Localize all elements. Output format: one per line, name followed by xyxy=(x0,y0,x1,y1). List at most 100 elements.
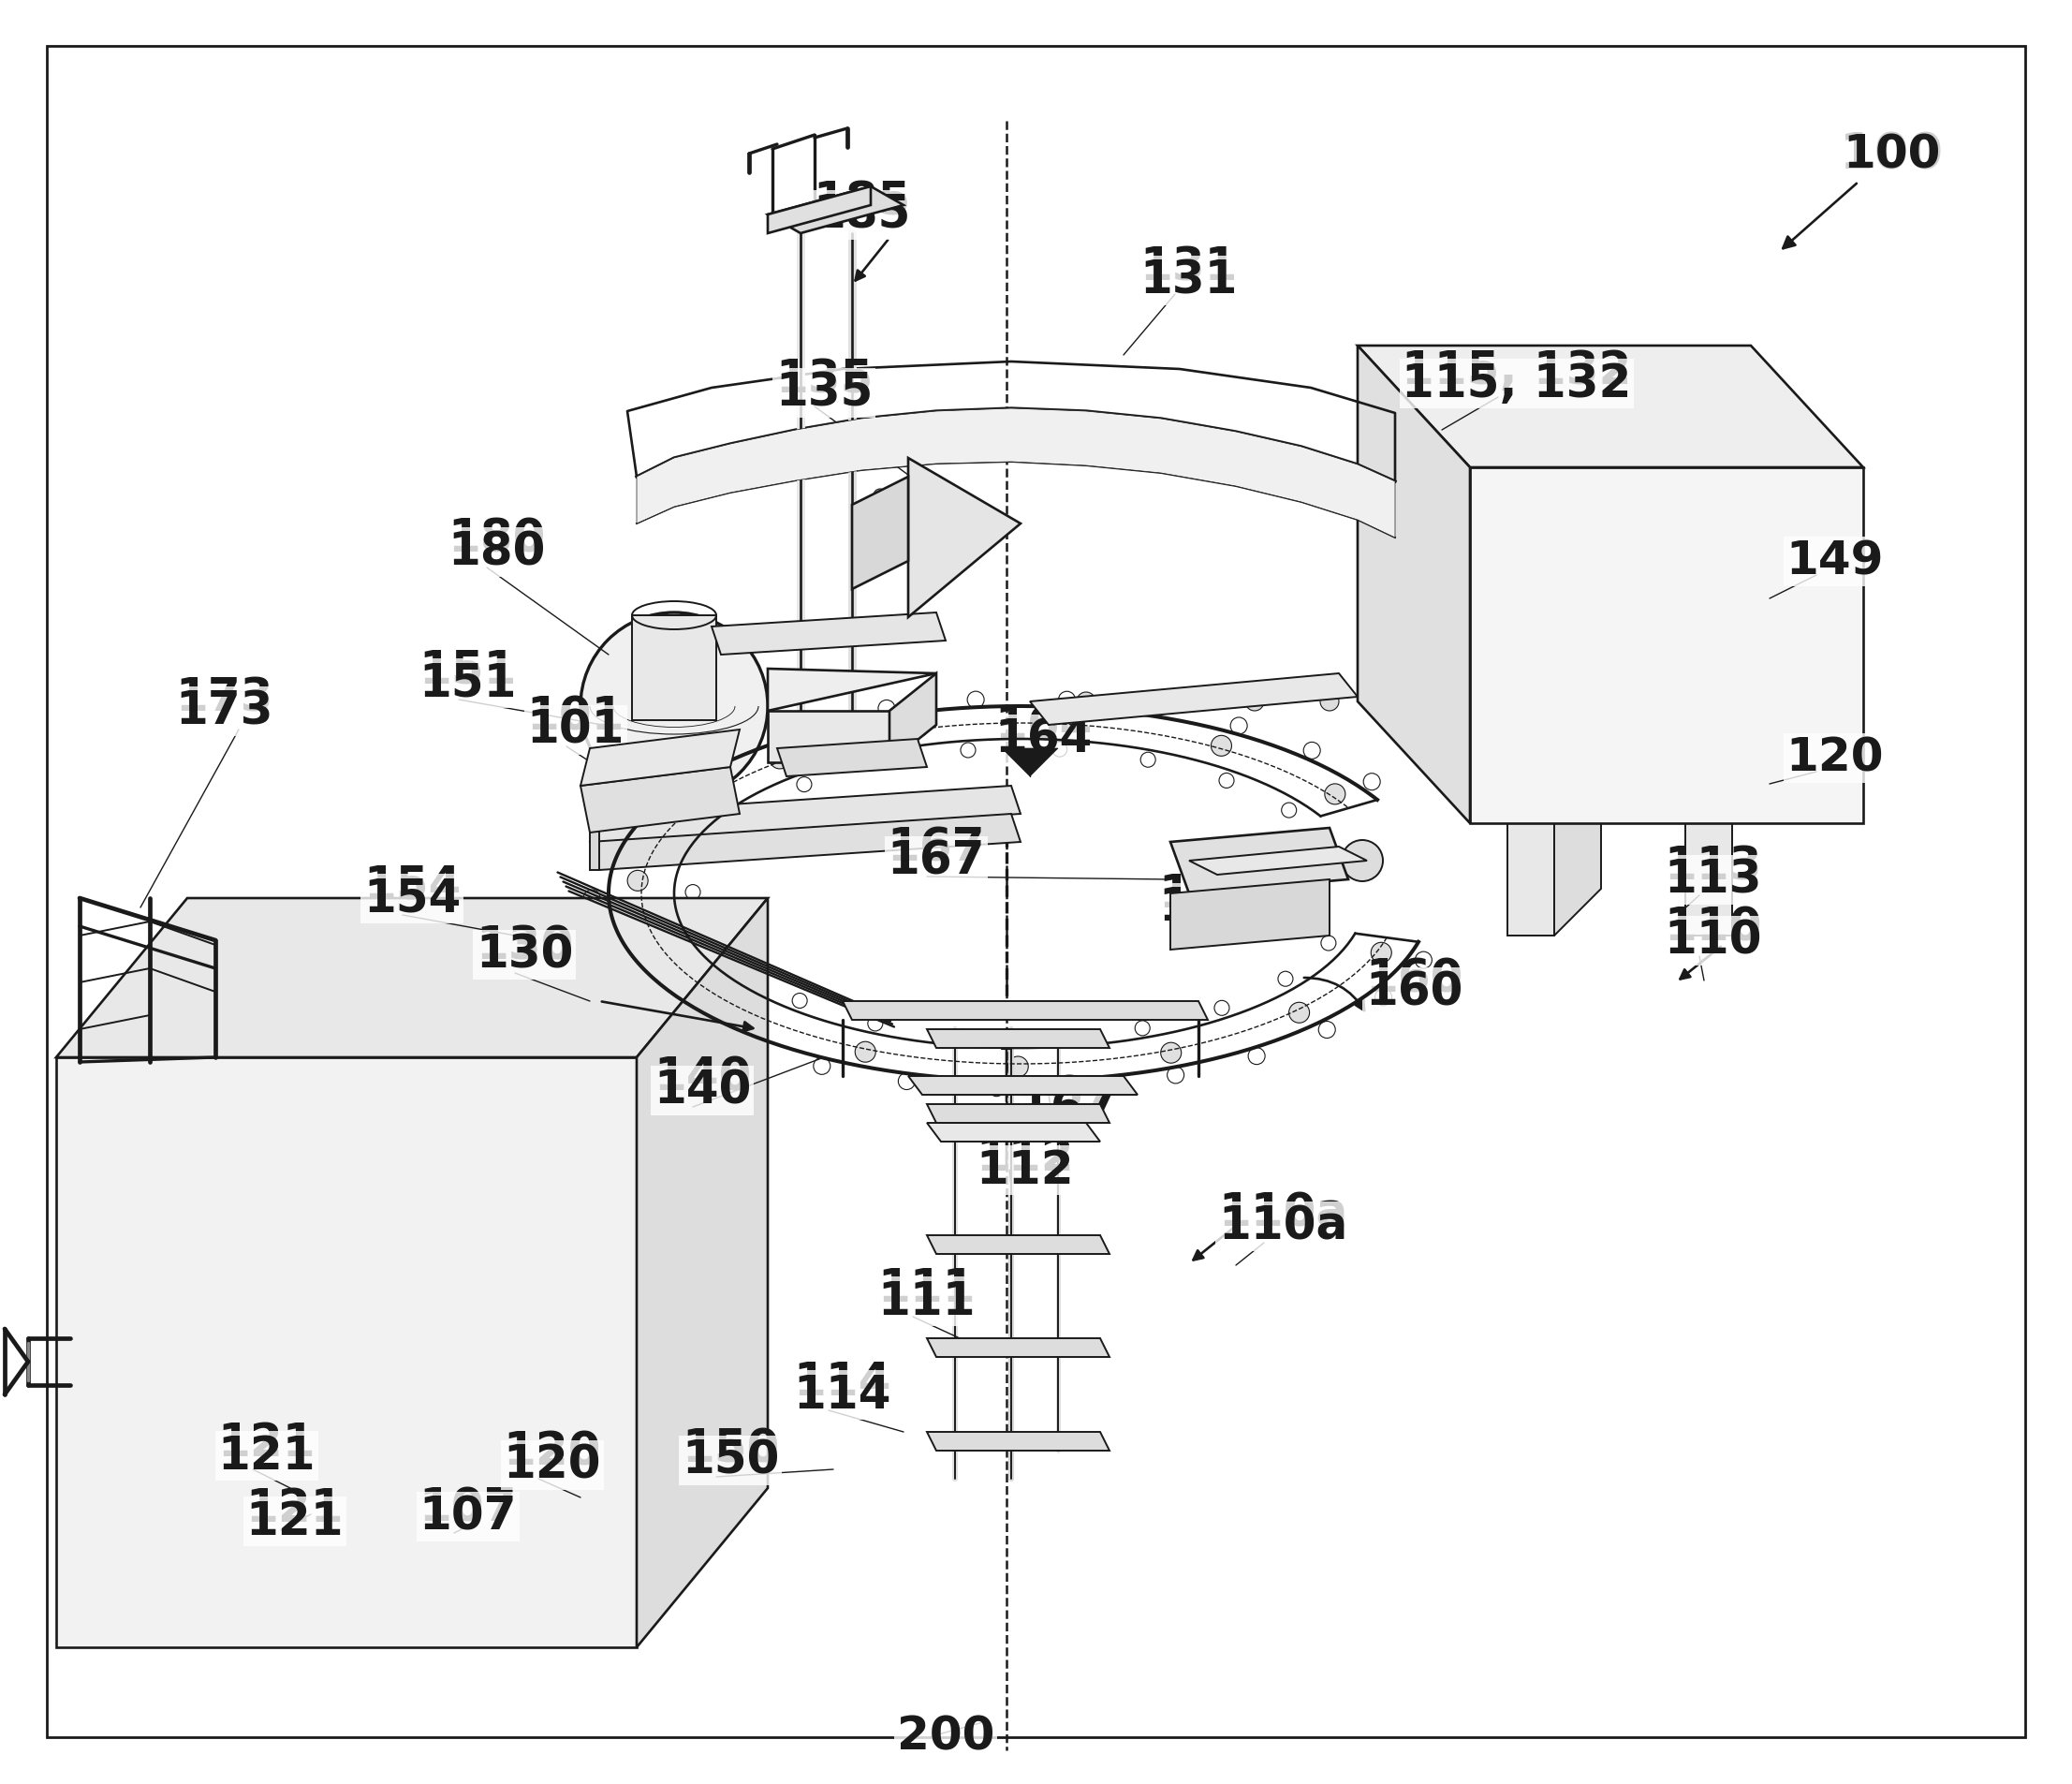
Circle shape xyxy=(671,803,690,824)
Text: 115, 132: 115, 132 xyxy=(1403,348,1631,392)
Text: 154: 154 xyxy=(363,876,460,921)
Circle shape xyxy=(727,1001,748,1022)
Circle shape xyxy=(290,1236,402,1349)
Text: 110a: 110a xyxy=(1218,1190,1347,1236)
Polygon shape xyxy=(591,787,1021,842)
Circle shape xyxy=(1245,692,1264,712)
Polygon shape xyxy=(777,739,926,776)
Text: 167: 167 xyxy=(887,838,984,883)
Text: 110: 110 xyxy=(1664,904,1763,951)
Text: 131: 131 xyxy=(1140,259,1237,303)
Polygon shape xyxy=(908,1076,1138,1095)
Text: 112: 112 xyxy=(976,1147,1073,1192)
Text: 149: 149 xyxy=(1786,539,1883,583)
Polygon shape xyxy=(1357,346,1863,467)
Circle shape xyxy=(669,785,680,796)
Polygon shape xyxy=(1685,824,1732,937)
Text: 120: 120 xyxy=(503,1429,601,1474)
Text: 100: 100 xyxy=(1840,130,1944,178)
Polygon shape xyxy=(56,899,769,1058)
Circle shape xyxy=(1324,785,1345,805)
Text: 111: 111 xyxy=(879,1265,976,1311)
Circle shape xyxy=(874,526,887,541)
Circle shape xyxy=(311,1481,344,1515)
Text: 113: 113 xyxy=(1664,858,1763,903)
Text: 161: 161 xyxy=(1158,885,1258,931)
Text: 111: 111 xyxy=(879,1279,976,1324)
Polygon shape xyxy=(926,1236,1109,1254)
Circle shape xyxy=(286,1456,369,1540)
Circle shape xyxy=(856,1042,876,1063)
Polygon shape xyxy=(926,1338,1109,1358)
Text: 164: 164 xyxy=(995,717,1092,762)
Polygon shape xyxy=(632,615,717,721)
Polygon shape xyxy=(926,1124,1100,1142)
Polygon shape xyxy=(1003,749,1059,776)
Circle shape xyxy=(1372,942,1392,963)
Circle shape xyxy=(1077,692,1096,712)
Polygon shape xyxy=(1171,828,1349,894)
Text: 151: 151 xyxy=(419,648,518,692)
Polygon shape xyxy=(56,1058,636,1647)
Polygon shape xyxy=(591,814,1021,871)
Text: 114: 114 xyxy=(794,1359,891,1404)
Polygon shape xyxy=(1554,776,1602,937)
Polygon shape xyxy=(580,767,740,833)
Text: 161: 161 xyxy=(1158,872,1258,917)
Circle shape xyxy=(1065,712,1086,733)
Circle shape xyxy=(253,1507,271,1525)
Circle shape xyxy=(1343,840,1382,881)
Text: 110a: 110a xyxy=(1218,1204,1347,1249)
Text: 135: 135 xyxy=(775,371,872,416)
Circle shape xyxy=(236,1490,288,1543)
Circle shape xyxy=(632,789,642,799)
Polygon shape xyxy=(926,1104,1109,1124)
Text: 180: 180 xyxy=(448,517,545,562)
Polygon shape xyxy=(1508,824,1554,937)
Circle shape xyxy=(593,790,605,801)
Polygon shape xyxy=(1469,467,1863,824)
Text: 113: 113 xyxy=(1664,844,1763,888)
Text: 151: 151 xyxy=(419,660,518,706)
Text: 135: 135 xyxy=(775,357,872,403)
Text: 115, 132: 115, 132 xyxy=(1403,362,1631,407)
Circle shape xyxy=(908,717,928,737)
Text: 167: 167 xyxy=(1019,1074,1117,1119)
Text: 107: 107 xyxy=(419,1493,518,1540)
Polygon shape xyxy=(852,478,908,591)
Text: 140: 140 xyxy=(653,1069,750,1113)
Text: 120: 120 xyxy=(1786,735,1883,781)
Circle shape xyxy=(1210,737,1231,756)
Polygon shape xyxy=(580,730,740,787)
Text: 173: 173 xyxy=(176,689,274,733)
Text: 120: 120 xyxy=(1786,735,1883,781)
Text: 114: 114 xyxy=(794,1372,891,1416)
Text: 120: 120 xyxy=(503,1441,601,1488)
Circle shape xyxy=(1160,1044,1181,1063)
Circle shape xyxy=(769,749,789,769)
Circle shape xyxy=(649,940,669,962)
Circle shape xyxy=(323,1268,369,1315)
Polygon shape xyxy=(636,409,1394,539)
Text: 150: 150 xyxy=(682,1427,779,1472)
Text: 110: 110 xyxy=(1664,919,1763,963)
Text: 121: 121 xyxy=(247,1499,344,1543)
Polygon shape xyxy=(926,1029,1109,1049)
Circle shape xyxy=(1007,1056,1028,1078)
Circle shape xyxy=(628,871,649,892)
Polygon shape xyxy=(1357,346,1469,824)
Text: 100: 100 xyxy=(1842,132,1939,177)
Text: 121: 121 xyxy=(218,1433,315,1477)
Text: 130: 130 xyxy=(474,924,574,969)
Text: 167: 167 xyxy=(887,826,984,871)
Polygon shape xyxy=(889,674,937,764)
Polygon shape xyxy=(1189,847,1368,876)
Text: 200: 200 xyxy=(897,1714,995,1759)
Text: 121: 121 xyxy=(218,1420,315,1465)
Text: 101: 101 xyxy=(526,694,626,739)
Text: 160: 160 xyxy=(1365,970,1463,1015)
Polygon shape xyxy=(1171,880,1330,951)
Circle shape xyxy=(1320,692,1339,712)
Polygon shape xyxy=(636,899,769,1647)
Text: 154: 154 xyxy=(363,863,460,908)
